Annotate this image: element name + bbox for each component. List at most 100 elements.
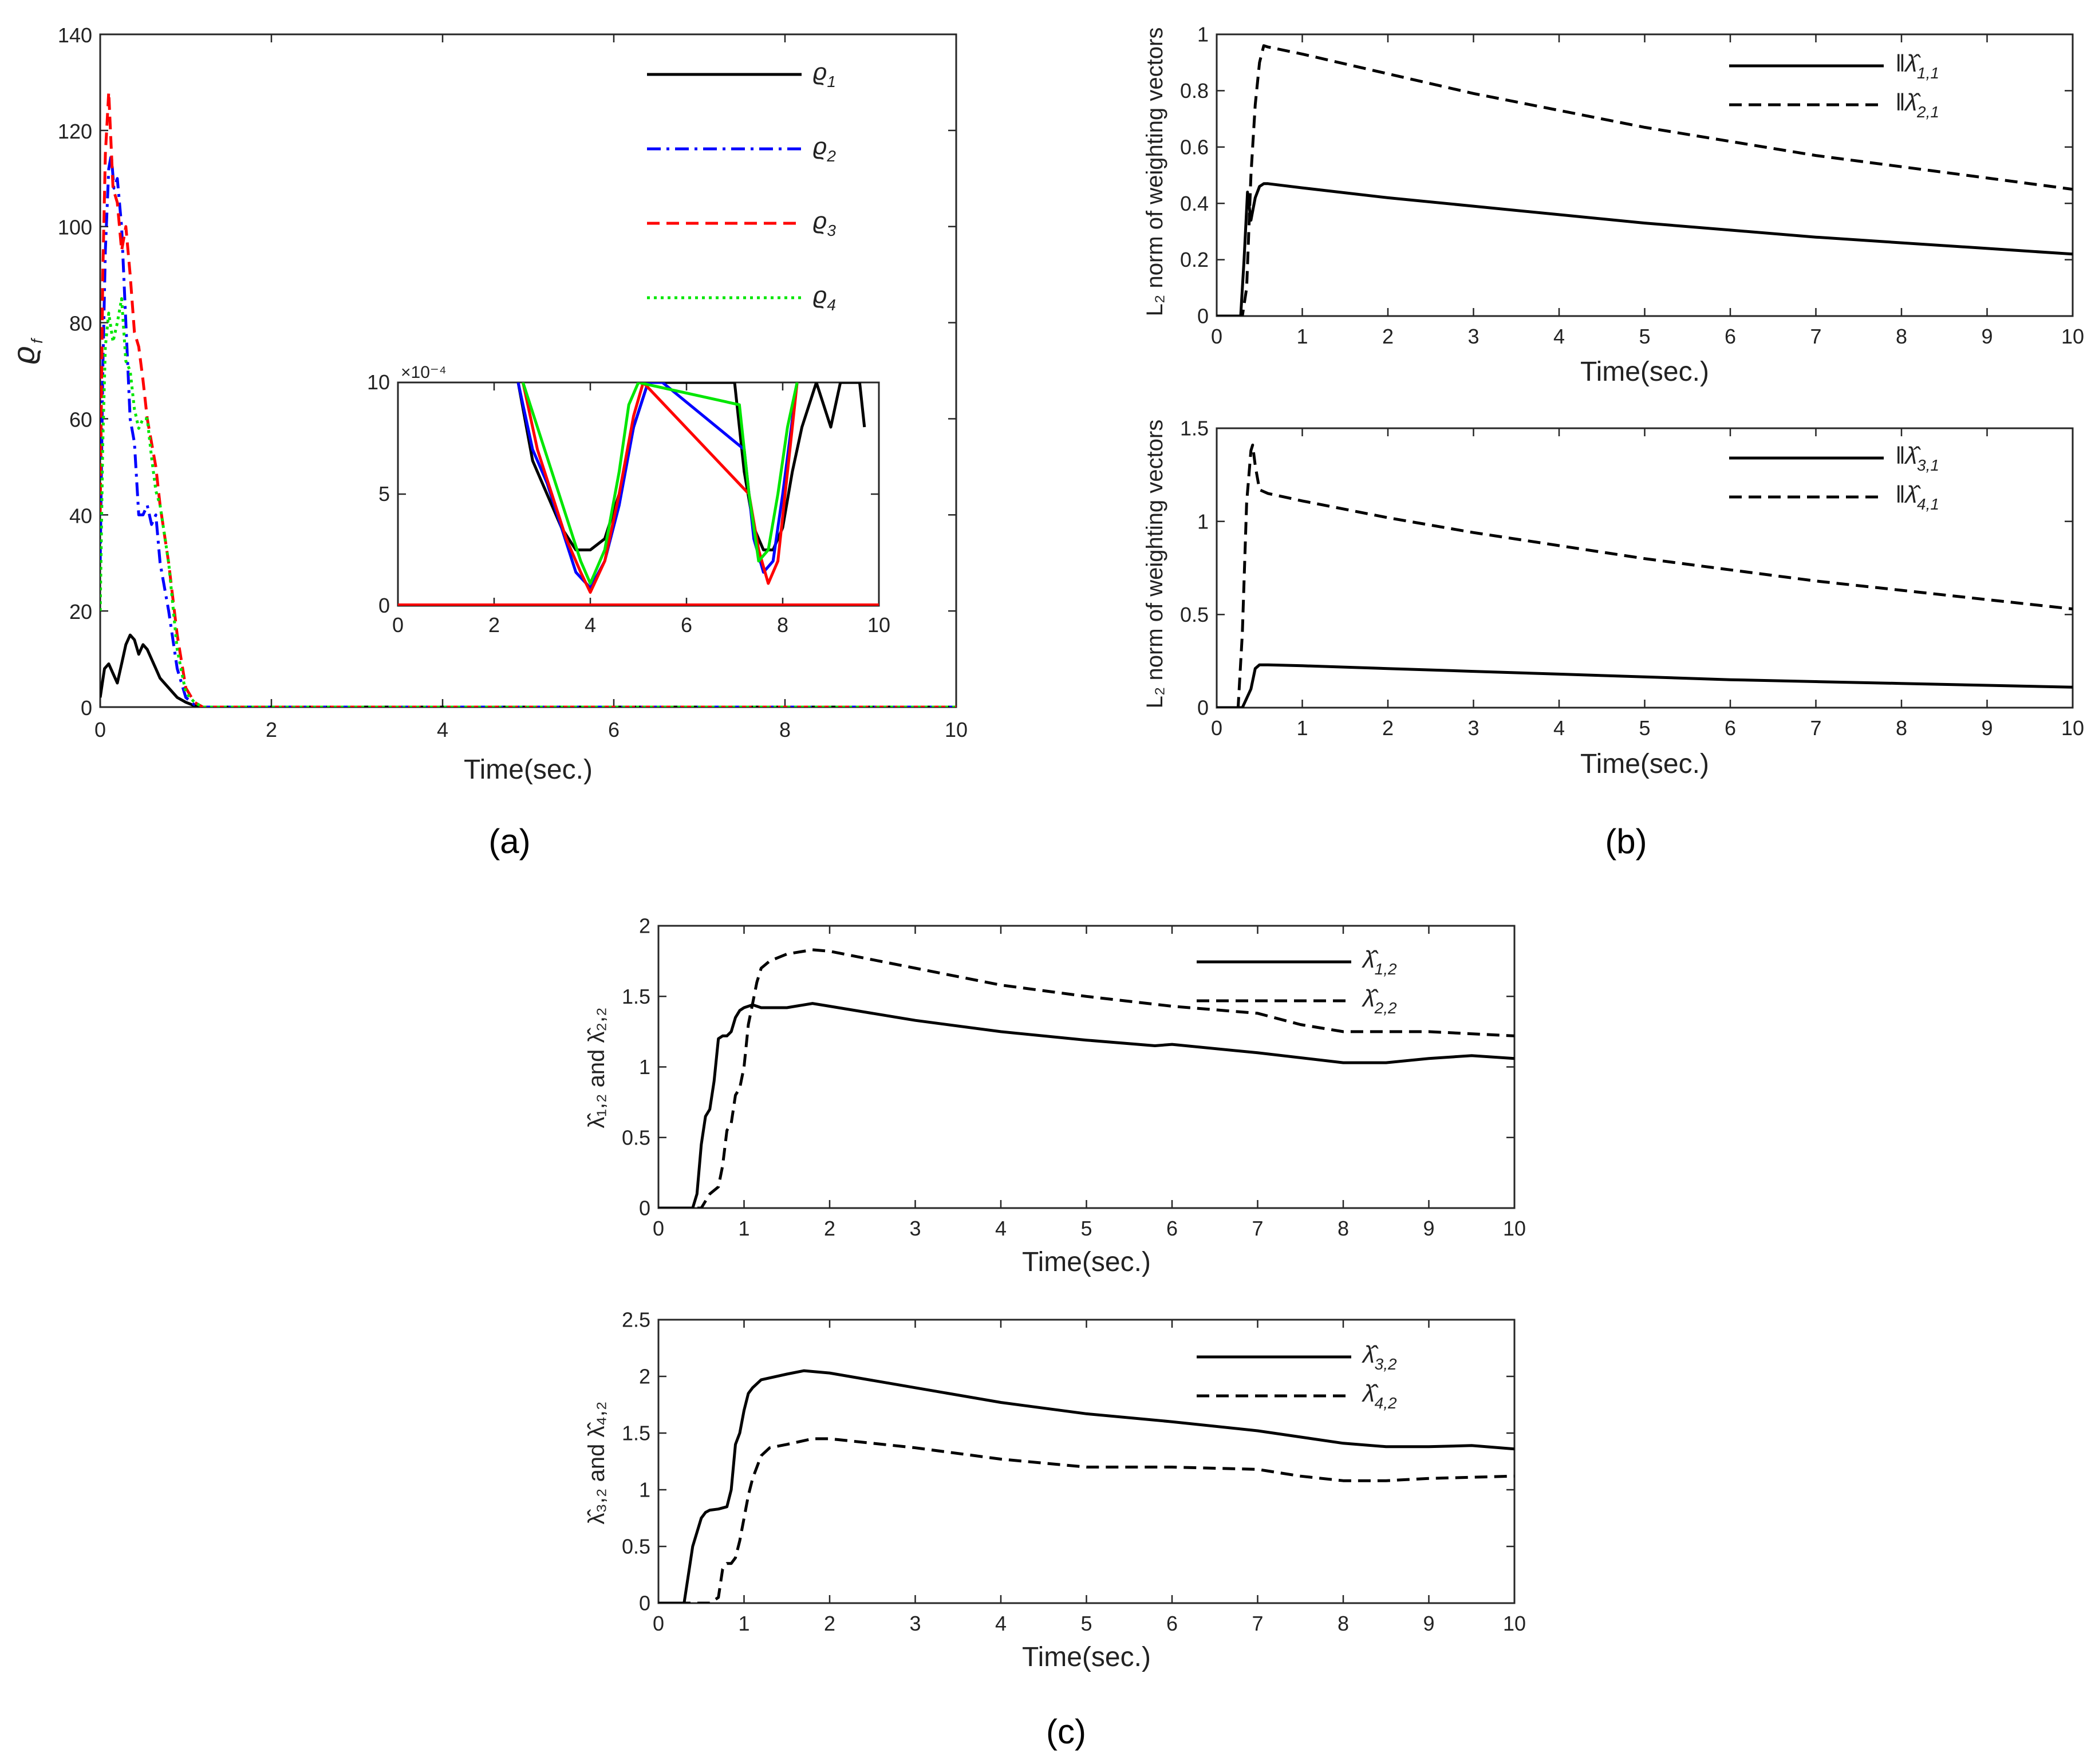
y-tick-label: 0	[1197, 305, 1209, 328]
x-tick-label: 5	[1080, 1612, 1092, 1635]
x-tick-label: 1	[738, 1217, 749, 1240]
x-tick-label: 6	[608, 718, 620, 741]
x-tick-label: 8	[779, 718, 791, 741]
x-tick-label: 10	[867, 613, 890, 637]
y-tick-label: 80	[69, 312, 92, 336]
y-tick-label: 20	[69, 600, 92, 623]
panel-a-ylabel-text: ϱ	[7, 346, 41, 364]
legend-label-sub: 2,1	[1916, 103, 1939, 121]
series-line-41	[1217, 443, 2073, 708]
x-tick-label: 6	[681, 613, 692, 637]
caption-c: (c)	[1046, 1712, 1086, 1751]
y-tick-label: 2.5	[622, 1308, 650, 1332]
panel-a-ylabel: ϱ f	[7, 337, 46, 364]
y-tick-label: 0.8	[1180, 79, 1209, 102]
y-tick-label: 0.5	[1180, 603, 1209, 626]
y-tick-label: 1.5	[622, 985, 650, 1008]
x-tick-label: 10	[2061, 325, 2084, 348]
y-tick-label: 1	[639, 1055, 650, 1079]
plot-frame	[397, 381, 880, 607]
series-line-32	[658, 1369, 1514, 1603]
legend-label-sub: 2,2	[1374, 999, 1397, 1017]
x-tick-label: 6	[1725, 325, 1736, 348]
legend-label-sub: 4,2	[1375, 1394, 1397, 1412]
y-tick-label: 5	[378, 482, 390, 506]
y-tick-label: 0	[378, 594, 390, 617]
x-tick-label: 3	[1467, 716, 1479, 740]
y-tick-label: 0	[1197, 696, 1209, 720]
x-tick-label: 8	[777, 613, 788, 637]
y-tick-label: 60	[69, 408, 92, 431]
x-tick-label: 6	[1166, 1612, 1178, 1635]
series-layer	[100, 90, 956, 707]
series-line-22	[658, 948, 1514, 1208]
x-tick-label: 4	[585, 613, 596, 637]
series-line-42	[658, 1437, 1514, 1603]
x-tick-label: 9	[1981, 325, 1993, 348]
series-layer	[658, 1369, 1514, 1603]
x-tick-label: 7	[1252, 1612, 1263, 1635]
legend-label-sub: 3	[827, 222, 836, 239]
legend-label-sub: 4	[827, 296, 836, 314]
x-tick-label: 9	[1423, 1217, 1434, 1240]
x-tick-label: 10	[1503, 1612, 1526, 1635]
x-tick-label: 1	[738, 1612, 749, 1635]
x-axis-label: Time(sec.)	[1580, 749, 1709, 779]
x-tick-label: 1	[1296, 716, 1308, 740]
x-tick-label: 3	[1467, 325, 1479, 348]
x-tick-label: 4	[995, 1217, 1007, 1240]
legend-label-sub: 3,1	[1917, 456, 1939, 474]
legend-label-sub: 4,1	[1917, 495, 1939, 513]
series-layer	[1217, 443, 2073, 708]
x-tick-label: 10	[2061, 716, 2084, 740]
panel-b-bottom-ylabel: L₂ norm of weighting vectors	[1142, 420, 1167, 709]
y-tick-label: 1	[639, 1478, 650, 1502]
panel-b-top-plot: 0 1 2 3 4 5 6 7 8 9 1000.20.40.60.81Time(sec.)‖λ̂1…	[1180, 23, 2084, 387]
x-tick-label: 4	[1553, 716, 1565, 740]
plot-frame	[657, 925, 1516, 1209]
x-tick-label: 9	[1423, 1612, 1434, 1635]
x-axis-label: Time(sec.)	[1580, 357, 1709, 387]
x-tick-label: 0	[1211, 716, 1222, 740]
panel-c-bottom-ylabel: λ̂̂₃,₂ and λ̂̂₄,₂	[584, 1402, 609, 1525]
x-tick-label: 1	[1296, 325, 1308, 348]
y-tick-label: 0.5	[622, 1535, 650, 1558]
x-tick-label: 2	[824, 1217, 835, 1240]
x-tick-label: 2	[1382, 325, 1394, 348]
y-tick-label: 100	[58, 216, 92, 239]
series-layer	[1217, 44, 2073, 316]
x-tick-label: 7	[1810, 325, 1821, 348]
x-tick-label: 9	[1981, 716, 1993, 740]
x-tick-label: 7	[1252, 1217, 1263, 1240]
x-tick-label: 8	[1338, 1217, 1349, 1240]
x-axis-label: Time(sec.)	[1022, 1642, 1151, 1672]
legend-label: ϱ2	[813, 133, 836, 165]
x-tick-label: 0	[392, 613, 404, 637]
series-line-1	[100, 633, 956, 707]
x-tick-label: 8	[1896, 716, 1907, 740]
panel-c-bottom-plot: 0 1 2 3 4 5 6 7 8 9 1000.511.522.5Time(sec.)λ̂̂3,2…	[622, 1308, 1526, 1672]
series-layer	[658, 948, 1514, 1208]
inset-exponent: ×10⁻⁴	[401, 363, 447, 382]
legend-label-sub: 2	[826, 147, 836, 165]
caption-b: (b)	[1605, 822, 1647, 861]
y-tick-label: 40	[69, 504, 92, 527]
x-axis-label: Time(sec.)	[1022, 1247, 1151, 1277]
panel-a-inset-plot: 0 2 4 6 8 10 0 5 10	[367, 370, 890, 637]
y-tick-label: 1.5	[622, 1422, 650, 1445]
series-line-11	[1217, 182, 2073, 316]
y-tick-label: 2	[639, 1365, 650, 1388]
x-tick-label: 5	[1639, 325, 1650, 348]
x-tick-label: 0	[1211, 325, 1222, 348]
y-tick-label: 1	[1197, 23, 1209, 46]
y-tick-label: 140	[58, 23, 92, 47]
x-tick-label: 6	[1166, 1217, 1178, 1240]
series-line-21	[1217, 44, 2073, 316]
x-axis-label: Time(sec.)	[464, 755, 593, 785]
x-tick-label: 2	[824, 1612, 835, 1635]
series-line-31	[1217, 663, 2073, 708]
legend-label: ϱ3	[813, 207, 836, 239]
series-layer	[398, 382, 879, 606]
x-tick-label: 8	[1896, 325, 1907, 348]
